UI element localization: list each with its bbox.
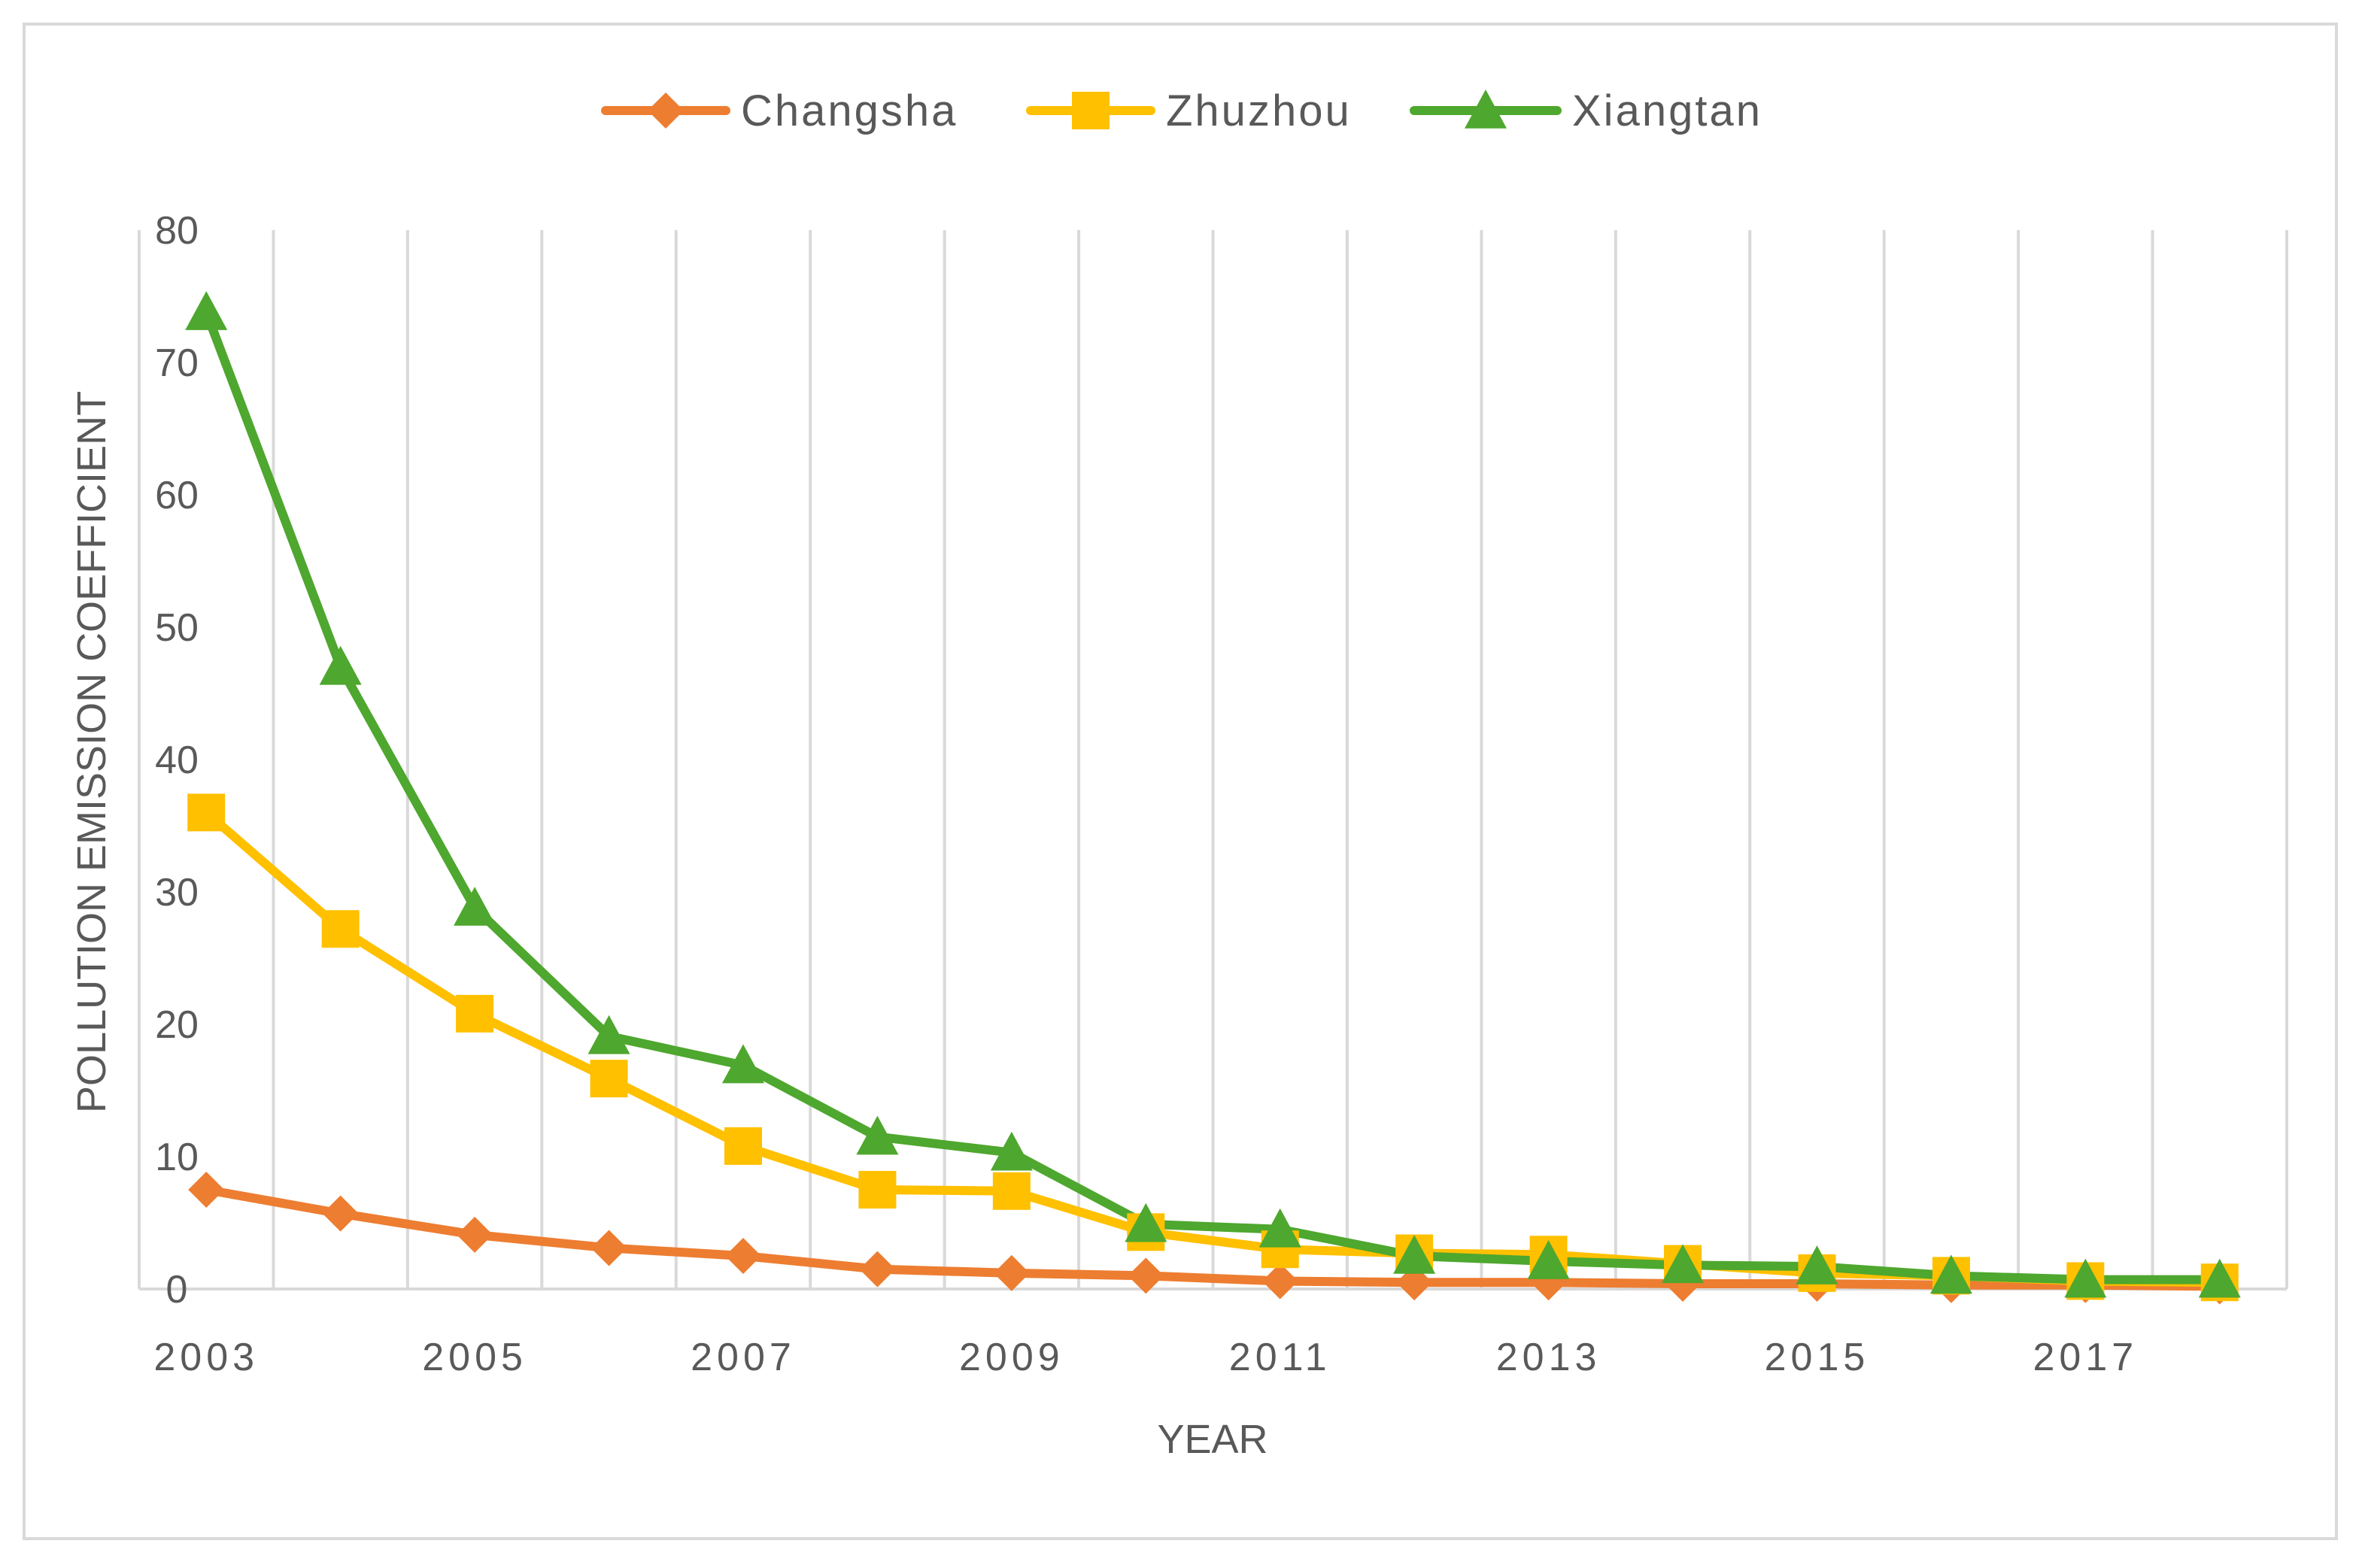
y-tick-label: 70 (155, 341, 199, 385)
legend-marker-changsha (648, 93, 684, 129)
grid-lines (138, 230, 2288, 1289)
x-tick-label: 2003 (153, 1336, 259, 1379)
data-point-xiangtan (2198, 1258, 2241, 1298)
legend-label: Zhuzhou (1166, 86, 1352, 135)
data-point-xiangtan (454, 887, 496, 926)
legend-label: Changsha (741, 86, 958, 135)
x-tick-label: 2007 (691, 1336, 796, 1379)
x-tick-label: 2011 (1229, 1336, 1331, 1379)
data-point-xiangtan (185, 291, 228, 330)
data-point-xiangtan (990, 1131, 1033, 1171)
data-point-xiangtan (587, 1014, 630, 1054)
data-point-xiangtan (319, 645, 362, 685)
series-lines (202, 308, 2224, 1291)
y-tick-label: 0 (166, 1268, 188, 1312)
y-tick-label: 30 (155, 871, 199, 914)
legend-item-zhuzhou: Zhuzhou (1026, 86, 1352, 135)
y-tick-label: 60 (155, 474, 199, 517)
data-point-xiangtan (1393, 1235, 1436, 1274)
x-tick-label: 2013 (1496, 1336, 1601, 1379)
data-point-xiangtan (2064, 1258, 2107, 1298)
data-point-zhuzhou (590, 1060, 628, 1098)
axes: 0 10 20 30 40 50 60 70 80 2003 2005 2007 2009 2011 201… (139, 209, 2287, 1379)
x-tick-label: 2015 (1765, 1336, 1870, 1379)
legend-label: Xiangtan (1572, 86, 1762, 135)
data-point-changsha (457, 1216, 493, 1253)
legend-marker-xiangtan (1465, 89, 1507, 129)
y-tick-label: 80 (155, 209, 199, 253)
data-point-zhuzhou (992, 1172, 1031, 1210)
data-point-changsha (859, 1251, 896, 1287)
data-point-changsha (322, 1195, 359, 1232)
legend-item-changsha: Changsha (601, 86, 958, 135)
legend-marker-zhuzhou (1072, 92, 1110, 129)
data-point-xiangtan (856, 1115, 899, 1155)
data-point-xiangtan (1796, 1245, 1838, 1284)
data-point-xiangtan (1662, 1244, 1705, 1284)
series-line-xiangtan (202, 308, 2224, 1284)
data-point-changsha (993, 1254, 1030, 1291)
y-tick-label: 20 (155, 1003, 199, 1047)
y-tick-label: 40 (155, 739, 199, 782)
data-point-changsha (1261, 1263, 1298, 1300)
data-point-xiangtan (1527, 1240, 1570, 1279)
data-point-zhuzhou (187, 793, 226, 832)
series-line-changsha (202, 1185, 2224, 1291)
data-point-zhuzhou (858, 1171, 897, 1209)
data-point-zhuzhou (724, 1127, 762, 1165)
x-tick-label: 2017 (2033, 1336, 2139, 1379)
y-tick-label: 50 (155, 606, 199, 650)
data-markers (185, 291, 2241, 1305)
x-axis-title: YEAR (1157, 1417, 1268, 1462)
data-point-xiangtan (1929, 1254, 1972, 1294)
x-tick-label: 2005 (422, 1336, 527, 1379)
y-axis-title: POLLUTION EMISSION COEFFICIENT (69, 391, 114, 1113)
legend-item-xiangtan: Xiangtan (1410, 86, 1762, 135)
data-point-changsha (590, 1230, 627, 1266)
data-point-xiangtan (1258, 1208, 1301, 1248)
data-point-changsha (1128, 1257, 1164, 1294)
data-point-zhuzhou (456, 994, 494, 1033)
y-tick-label: 10 (155, 1136, 199, 1179)
x-tick-label: 2009 (959, 1336, 1064, 1379)
legend: Changsha Zhuzhou Xiangtan (601, 86, 1762, 135)
data-point-zhuzhou (321, 910, 360, 948)
data-point-xiangtan (721, 1044, 764, 1084)
data-point-changsha (188, 1172, 225, 1208)
data-point-xiangtan (1125, 1203, 1167, 1242)
data-point-changsha (724, 1238, 761, 1274)
